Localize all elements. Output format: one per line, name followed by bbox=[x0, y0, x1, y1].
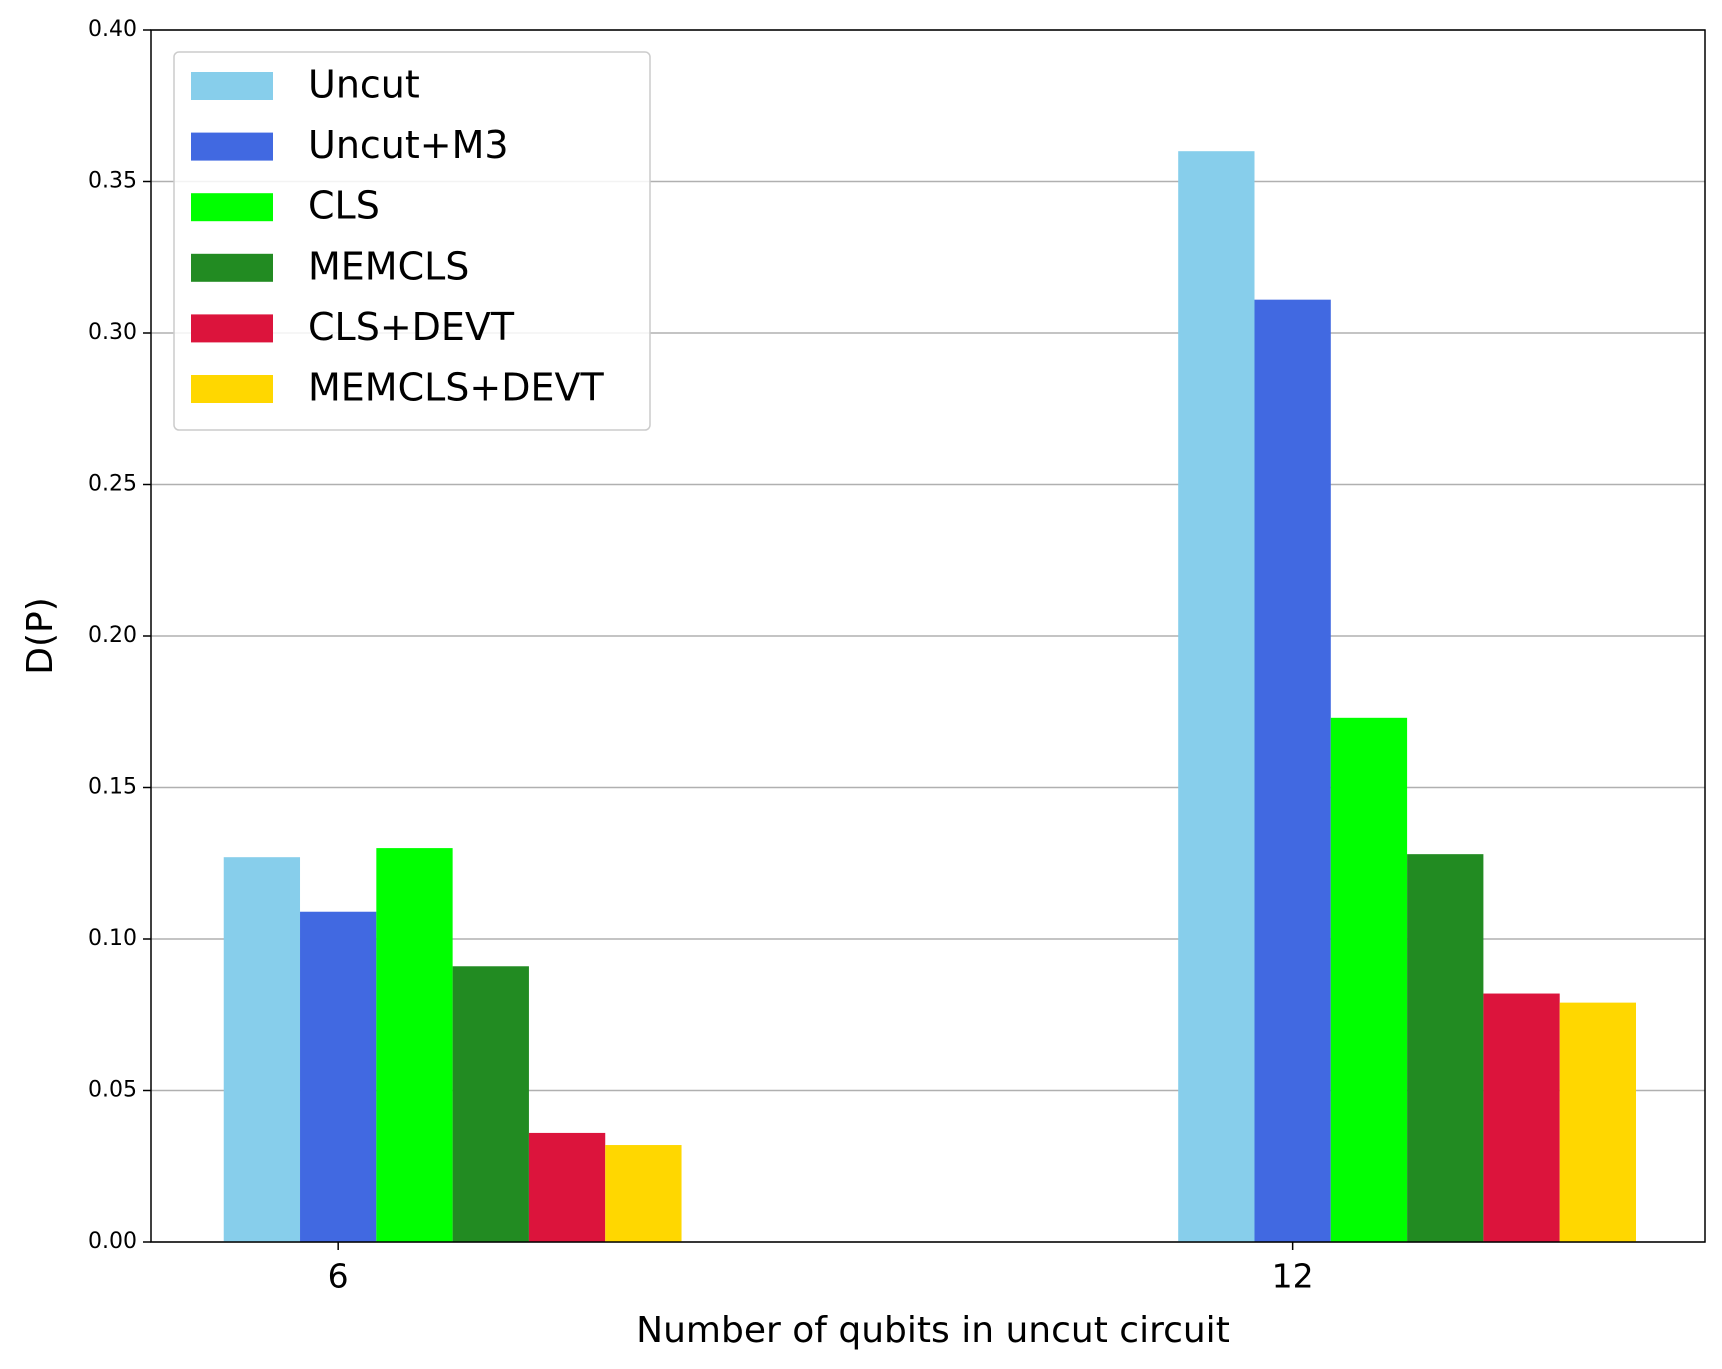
bar bbox=[1559, 1002, 1637, 1242]
legend-label: Uncut bbox=[308, 63, 420, 107]
legend-swatch bbox=[191, 253, 273, 282]
bar bbox=[452, 966, 529, 1242]
legend-label: CLS bbox=[308, 184, 380, 228]
y-tick-label: 0.20 bbox=[88, 623, 137, 648]
legend-box bbox=[173, 51, 651, 431]
bar bbox=[376, 848, 453, 1242]
legend-label: MEMCLS+DEVT bbox=[308, 366, 605, 410]
x-axis-label: Number of qubits in uncut circuit bbox=[636, 1310, 1230, 1351]
y-tick-label: 0.00 bbox=[88, 1229, 137, 1254]
y-tick-label: 0.10 bbox=[88, 926, 137, 951]
bar bbox=[300, 911, 377, 1242]
x-tick-label: 6 bbox=[328, 1257, 349, 1296]
legend-swatch bbox=[191, 132, 273, 161]
legend-swatch bbox=[191, 72, 273, 100]
y-tick-label: 0.15 bbox=[88, 775, 137, 800]
legend: Uncut Uncut+M3 CLS MEMCLS CLS+DEVT MEMCLS+DEV… bbox=[173, 51, 651, 431]
y-axis-label: D(P) bbox=[20, 597, 61, 675]
y-tick-label: 0.40 bbox=[88, 17, 137, 42]
y-tick-label: 0.30 bbox=[88, 320, 137, 345]
plot-frame bbox=[150, 29, 1706, 1243]
bar bbox=[1254, 299, 1331, 1242]
bar bbox=[528, 1132, 606, 1242]
x-tick-label: 12 bbox=[1272, 1257, 1314, 1296]
bar bbox=[1407, 854, 1484, 1242]
y-tick-label: 0.25 bbox=[88, 472, 137, 497]
bar bbox=[1178, 151, 1255, 1243]
bar bbox=[1483, 993, 1560, 1242]
bar bbox=[223, 857, 301, 1242]
bar bbox=[1330, 717, 1408, 1242]
legend-swatch bbox=[191, 193, 273, 222]
legend-swatch bbox=[191, 375, 273, 403]
legend-label: Uncut+M3 bbox=[308, 123, 509, 167]
legend-label: CLS+DEVT bbox=[308, 305, 515, 349]
legend-label: MEMCLS bbox=[308, 244, 469, 288]
y-tick-label: 0.05 bbox=[88, 1078, 137, 1103]
bar bbox=[605, 1145, 682, 1242]
y-tick-label: 0.35 bbox=[88, 169, 137, 194]
legend-swatch bbox=[191, 314, 273, 343]
